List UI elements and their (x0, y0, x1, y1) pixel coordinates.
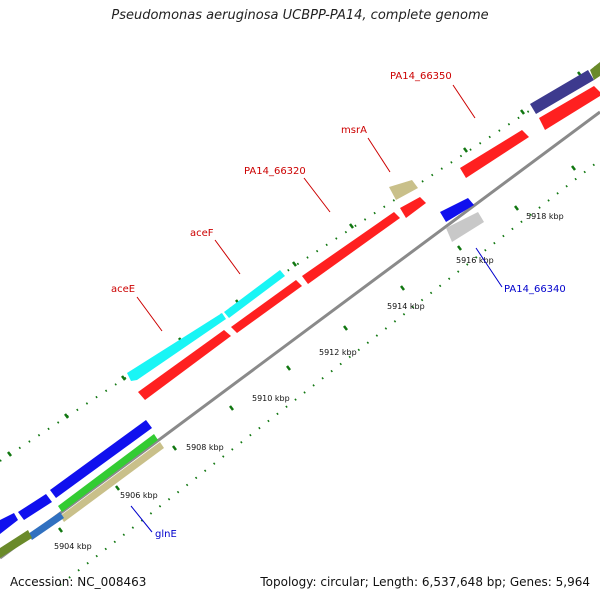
gene-aceE (127, 313, 226, 381)
scale-label-4: 5912 kbp (319, 348, 357, 357)
gene-aceF (224, 270, 285, 318)
genome-backbone (0, 110, 600, 560)
gene-msrA (389, 180, 418, 200)
gene-labels: PA14_66350 msrA PA14_66320 aceF aceE PA1… (111, 71, 566, 540)
reverse-features (0, 198, 484, 558)
gene-green-strip (58, 434, 158, 512)
scale-label-5: 5914 kbp (387, 302, 425, 311)
gene-label-0: PA14_66350 (390, 71, 452, 82)
gene-steelblue (28, 512, 64, 540)
gene-glnE-mid (18, 494, 52, 520)
lower-major-ticks (58, 165, 576, 533)
gene-msrA-cds (400, 197, 426, 218)
gene-gray-block (446, 212, 484, 242)
gene-glnE-cds (50, 420, 152, 498)
gene-PA14_66350-cds (539, 86, 600, 130)
gene-olive-top (590, 62, 600, 80)
gene-aceE-cds (138, 330, 231, 400)
scale-label-0: 5904 kbp (54, 542, 92, 551)
map-title: Pseudomonas aeruginosa UCBPP-PA14, compl… (111, 8, 489, 23)
gene-glnE-left (0, 513, 18, 534)
gene-label-5: PA14_66340 (504, 284, 566, 295)
gene-olive-bottom (0, 530, 32, 558)
gene-PA14_66340-cds (460, 130, 529, 178)
gene-khaki-strip (60, 442, 164, 522)
upper-tick-track (0, 63, 600, 462)
gene-aceF-cds (231, 280, 302, 333)
gene-label-2: PA14_66320 (244, 166, 306, 177)
upper-major-ticks (7, 71, 582, 457)
forward-features (127, 62, 600, 400)
gene-PA14_66320-cds (302, 212, 400, 284)
gene-navy (530, 70, 594, 114)
gene-blue-small (440, 198, 474, 222)
scale-label-3: 5910 kbp (252, 394, 290, 403)
gene-label-3: aceF (190, 228, 214, 239)
gene-label-1: msrA (341, 125, 367, 136)
scale-label-2: 5908 kbp (186, 443, 224, 452)
scale-labels: 5904 kbp 5906 kbp 5908 kbp 5910 kbp 5912… (54, 212, 564, 551)
label-leaders (130, 84, 503, 533)
accession-text: Accession: NC_008463 (10, 575, 147, 589)
scale-label-6: 5916 kbp (456, 256, 494, 265)
gene-label-4: aceE (111, 284, 135, 295)
topology-text: Topology: circular; Length: 6,537,648 bp… (260, 575, 590, 589)
gene-label-6: glnE (155, 529, 177, 540)
scale-label-7: 5918 kbp (526, 212, 564, 221)
scale-label-1: 5906 kbp (120, 491, 158, 500)
